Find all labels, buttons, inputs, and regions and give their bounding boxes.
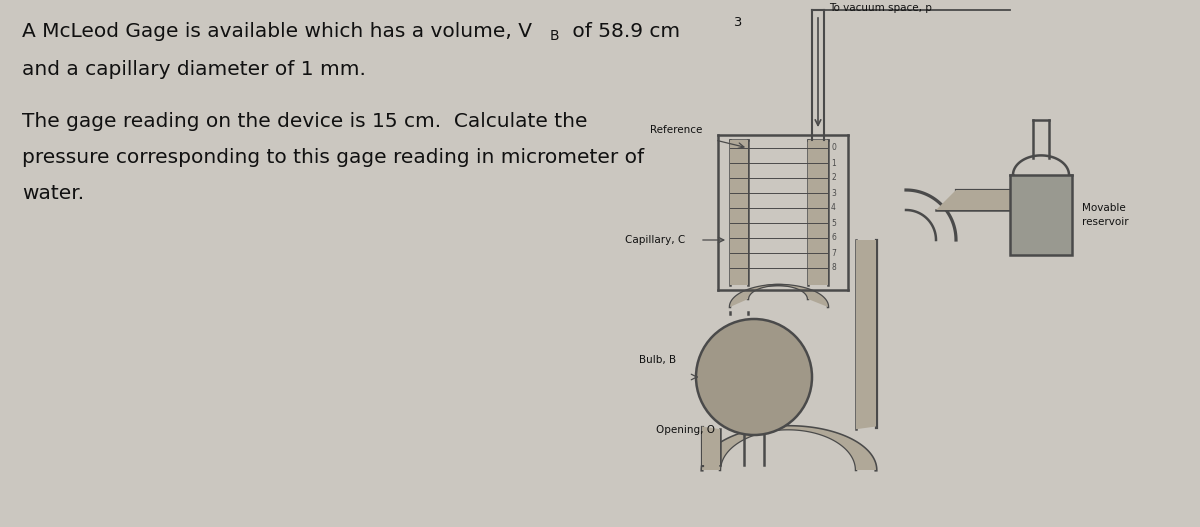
Circle shape [696,319,812,435]
Text: A McLeod Gage is available which has a volume, V: A McLeod Gage is available which has a v… [22,22,532,41]
Text: and a capillary diameter of 1 mm.: and a capillary diameter of 1 mm. [22,60,366,79]
Text: pressure corresponding to this gage reading in micrometer of: pressure corresponding to this gage read… [22,148,644,167]
Text: water.: water. [22,184,84,203]
Text: 7: 7 [830,249,836,258]
Text: B: B [550,29,559,43]
Text: 6: 6 [830,233,836,242]
Text: Movable
reservoir: Movable reservoir [1082,203,1129,227]
Text: Bulb, B: Bulb, B [640,355,676,365]
Text: 5: 5 [830,219,836,228]
Text: Opening, O: Opening, O [656,425,715,435]
Polygon shape [702,426,720,465]
Text: 2: 2 [830,173,835,182]
Polygon shape [808,140,828,285]
Text: 1: 1 [830,159,835,168]
Text: 3: 3 [733,16,742,29]
Polygon shape [1010,175,1072,255]
Text: The gage reading on the device is 15 cm.  Calculate the: The gage reading on the device is 15 cm.… [22,112,588,131]
Text: To vacuum space, p: To vacuum space, p [829,3,932,13]
Text: 8: 8 [830,264,835,272]
Polygon shape [730,285,828,307]
Text: 4: 4 [830,203,836,212]
Text: 3: 3 [830,189,836,198]
Polygon shape [936,190,1018,210]
Polygon shape [730,140,748,285]
Text: Capillary, C: Capillary, C [625,235,685,245]
Text: of 58.9 cm: of 58.9 cm [566,22,680,41]
Text: 0: 0 [830,143,836,152]
Text: Reference: Reference [650,125,702,135]
Polygon shape [856,240,876,429]
Polygon shape [702,426,876,470]
